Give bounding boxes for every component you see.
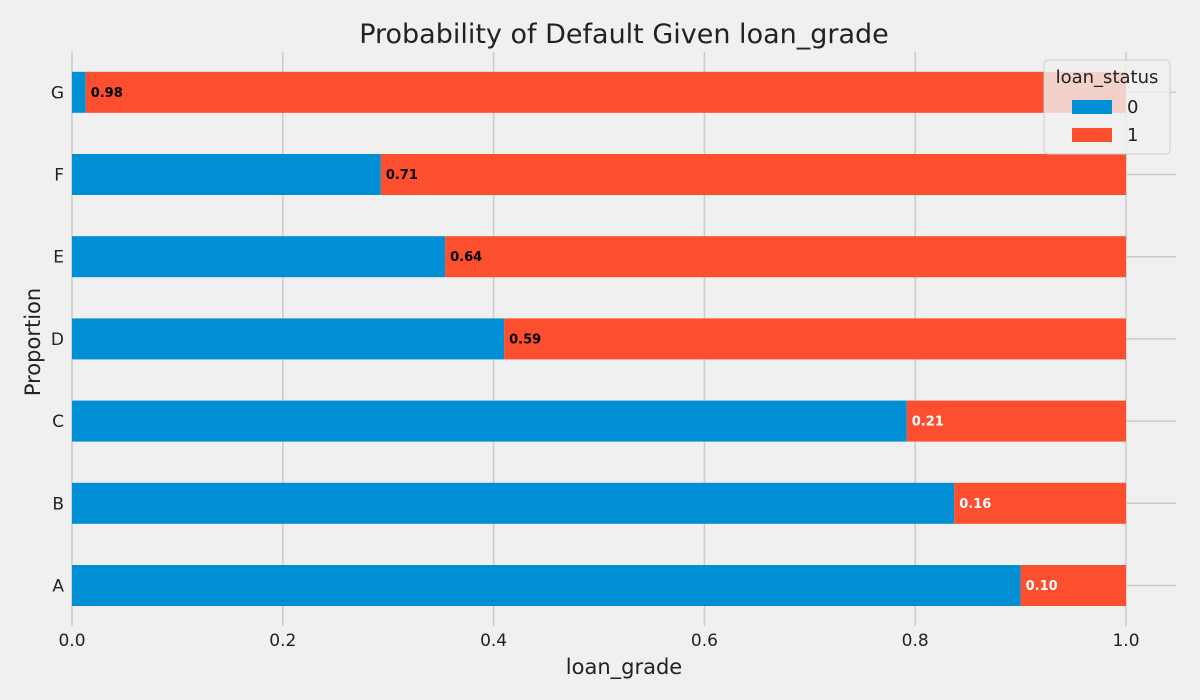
x-tick-label: 0.4 bbox=[480, 631, 507, 651]
data-label-G: 0.98 bbox=[91, 86, 123, 101]
x-tick-label: 0.8 bbox=[902, 631, 929, 651]
data-label-D: 0.59 bbox=[509, 332, 541, 347]
bar-A-series-0 bbox=[72, 565, 1021, 606]
legend-label-1: 1 bbox=[1127, 125, 1138, 146]
legend: loan_status 0 1 bbox=[1043, 59, 1171, 155]
chart-title: Probability of Default Given loan_grade bbox=[359, 19, 889, 50]
x-tick-label: 1.0 bbox=[1112, 631, 1139, 651]
data-labels: 0.10 0.16 0.21 0.59 0.64 0.71 0.98 bbox=[91, 86, 1058, 594]
x-tick-label: 0.2 bbox=[269, 631, 296, 651]
x-axis-ticks: 0.0 0.2 0.4 0.6 0.8 1.0 bbox=[58, 631, 1139, 651]
bars bbox=[72, 71, 1127, 606]
data-label-B: 0.16 bbox=[959, 497, 991, 512]
y-tick-label-F: F bbox=[54, 166, 64, 186]
y-axis-ticks: A B C D E F G bbox=[51, 83, 65, 596]
bar-E-series-1 bbox=[445, 236, 1127, 278]
x-tick-label: 0.0 bbox=[58, 631, 85, 651]
y-tick-label-D: D bbox=[51, 330, 64, 350]
bar-D-series-1 bbox=[504, 318, 1126, 360]
y-tick-label-A: A bbox=[52, 577, 64, 597]
x-tick-label: 0.6 bbox=[691, 631, 718, 651]
bar-B-series-0 bbox=[72, 482, 955, 524]
bar-G-series-0 bbox=[72, 71, 86, 113]
legend-title: loan_status bbox=[1056, 67, 1159, 88]
legend-swatch-1 bbox=[1072, 128, 1112, 142]
bar-E-series-0 bbox=[72, 236, 446, 278]
bar-G-series-1 bbox=[85, 71, 1126, 113]
legend-swatch-0 bbox=[1072, 100, 1112, 114]
legend-label-0: 0 bbox=[1127, 97, 1138, 118]
y-tick-label-B: B bbox=[52, 494, 64, 514]
y-tick-label-G: G bbox=[51, 83, 64, 103]
y-tick-label-C: C bbox=[52, 412, 64, 432]
bar-F-series-1 bbox=[380, 154, 1126, 195]
x-axis-label: loan_grade bbox=[566, 655, 682, 680]
data-label-A: 0.10 bbox=[1026, 579, 1058, 594]
bar-C-series-1 bbox=[906, 400, 1126, 442]
data-label-C: 0.21 bbox=[912, 415, 944, 430]
y-tick-label-E: E bbox=[53, 248, 64, 268]
data-label-E: 0.64 bbox=[450, 250, 482, 265]
bar-C-series-0 bbox=[72, 400, 907, 442]
data-label-F: 0.71 bbox=[386, 168, 418, 183]
bar-B-series-1 bbox=[954, 482, 1126, 524]
bar-A-series-1 bbox=[1020, 565, 1126, 606]
bar-D-series-0 bbox=[72, 318, 505, 360]
y-axis-label: Proportion bbox=[21, 288, 45, 396]
bar-F-series-0 bbox=[72, 154, 381, 195]
